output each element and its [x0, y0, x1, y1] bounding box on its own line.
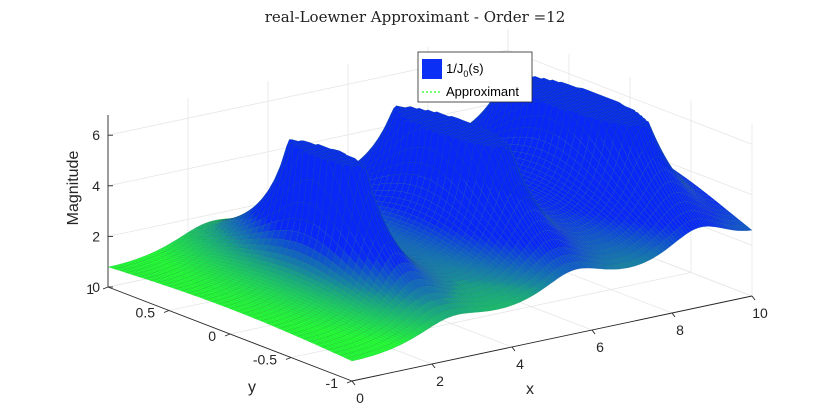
surface-cell — [168, 274, 179, 278]
surface-cell — [169, 278, 180, 282]
surface-cell — [148, 273, 159, 277]
surface-cell — [144, 266, 155, 270]
chart-title: real-Loewner Approximant - Order =12 — [265, 8, 566, 26]
surface-cell — [174, 276, 185, 280]
surface-cell — [229, 250, 240, 256]
surface-cell — [126, 261, 137, 265]
surface-cell — [205, 271, 216, 276]
surface-cell — [176, 252, 187, 256]
surface-cell — [199, 264, 209, 269]
surface-cell — [181, 282, 192, 286]
surface-cell — [176, 237, 187, 241]
surface-cell — [175, 280, 186, 284]
surface-cell — [181, 244, 191, 248]
surface-cell — [201, 223, 211, 226]
x-axis-line — [351, 295, 753, 382]
surface-cell — [151, 272, 162, 276]
surface-cell — [169, 265, 180, 269]
surface-cell — [219, 262, 229, 267]
surface-cell — [153, 267, 164, 271]
surface-cell — [201, 239, 211, 243]
surface-cell — [153, 271, 164, 275]
surface-mesh — [107, 73, 753, 362]
surface-cell — [205, 247, 216, 252]
surface-cell — [166, 243, 176, 247]
surface-cell — [212, 233, 223, 238]
surface-cell — [135, 265, 146, 269]
surface-cell — [183, 273, 193, 277]
surface-cell — [136, 269, 147, 273]
surface-cell — [189, 260, 200, 264]
surface-cell — [167, 266, 178, 270]
surface-cell — [169, 261, 179, 265]
surface-cell — [192, 241, 203, 245]
surface-cell — [158, 248, 168, 252]
surface-cell — [164, 279, 175, 283]
surface-cell — [177, 256, 187, 261]
surface-cell — [172, 277, 183, 281]
surface-cell — [156, 270, 167, 274]
surface-cell — [168, 285, 179, 289]
surface-cell — [138, 265, 149, 269]
surface-cell — [179, 250, 189, 255]
surface-cell — [182, 269, 192, 273]
surface-cell — [181, 278, 191, 282]
surface-cell — [199, 246, 210, 251]
surface-cell — [197, 275, 208, 280]
surface-cell — [215, 252, 225, 257]
surface-cell — [205, 229, 216, 233]
surface-cell — [176, 271, 187, 275]
surface-cell — [195, 277, 205, 281]
surface-cell — [189, 279, 200, 283]
surface-cell — [204, 261, 215, 266]
surface-cell — [209, 251, 219, 255]
surface-cell — [220, 246, 230, 251]
surface-cell — [204, 242, 215, 246]
surface-cell — [211, 219, 221, 222]
surface-cell — [166, 275, 177, 279]
surface-cell — [210, 242, 221, 247]
surface-cell — [142, 271, 153, 275]
surface-cell — [208, 270, 219, 274]
surface-cell — [195, 243, 206, 248]
surface-cell — [165, 271, 176, 275]
surface-cell — [113, 268, 123, 271]
surface-cell — [179, 255, 190, 259]
surface-cell — [166, 279, 177, 283]
surface-cell — [189, 238, 199, 242]
surface-cell — [120, 262, 131, 266]
surface-cell — [189, 275, 199, 279]
surface-cell — [178, 279, 189, 283]
surface-cell — [185, 272, 196, 276]
surface-cell — [143, 263, 154, 267]
surface-cell — [163, 276, 174, 280]
surface-cell — [210, 262, 221, 267]
surface-cell — [198, 224, 208, 227]
surface-cell — [180, 260, 191, 264]
surface-cell — [157, 274, 168, 278]
surface-cell — [200, 257, 211, 262]
surface-cell — [180, 274, 191, 278]
surface-cell — [120, 270, 130, 273]
surface-cell — [179, 283, 189, 287]
surface-cell — [188, 255, 199, 259]
surface-cell — [166, 248, 177, 252]
